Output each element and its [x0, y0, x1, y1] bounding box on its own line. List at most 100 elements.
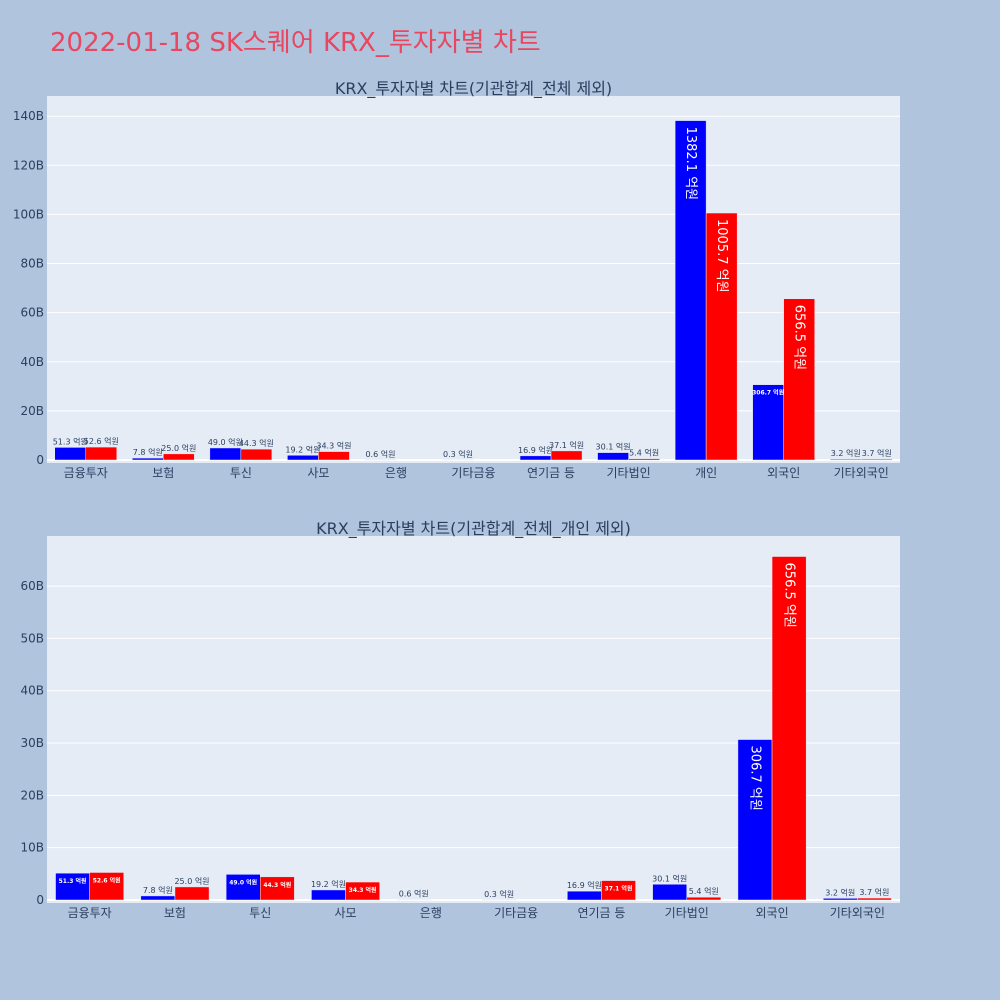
x-tick-label: 외국인	[767, 466, 800, 480]
data-label: 0.3 억원	[484, 889, 514, 899]
x-tick-label: 보험	[164, 906, 186, 920]
red-bar	[860, 458, 893, 461]
y-tick-label: 140B	[13, 109, 44, 123]
x-tick-label: 금융투자	[68, 906, 112, 920]
x-tick-label: 기타금융	[451, 466, 495, 480]
data-label: 1382.1 억원	[683, 127, 698, 201]
data-label: 3.2 억원	[831, 448, 861, 458]
x-tick-label: 기타외국인	[830, 906, 885, 920]
data-label: 51.3 억원	[53, 436, 88, 446]
blue-bar	[737, 739, 773, 901]
data-label: 0.6 억원	[365, 449, 395, 459]
data-label: 0.6 억원	[399, 889, 429, 899]
y-tick-label: 60B	[20, 306, 44, 320]
x-tick-label: 금융투자	[64, 466, 108, 480]
red-bar	[628, 458, 660, 461]
data-label: 7.8 억원	[133, 447, 163, 457]
blue-bar	[652, 884, 688, 901]
x-tick-label: 사모	[307, 466, 329, 480]
data-label: 37.1 억원	[549, 440, 584, 450]
data-label: 34.3 억원	[349, 886, 377, 894]
data-label: 3.2 억원	[825, 887, 855, 897]
x-tick-label: 기타법인	[665, 906, 709, 920]
red-bar	[174, 886, 210, 901]
blue-bar	[140, 895, 176, 901]
red-bar	[318, 451, 350, 461]
x-tick-label: 기타금융	[494, 906, 538, 920]
blue-bar	[752, 384, 784, 461]
data-label: 52.6 억원	[93, 876, 121, 884]
x-tick-label: 투신	[249, 906, 271, 920]
y-tick-label: 40B	[20, 355, 44, 369]
x-tick-label: 기타법인	[607, 466, 651, 480]
y-tick-label: 100B	[13, 207, 44, 221]
red-bar	[260, 876, 295, 901]
data-label: 306.7 억원	[747, 746, 762, 811]
data-label: 52.6 억원	[84, 436, 119, 446]
chart-title: KRX_투자자별 차트(기관합계_전체_개인 제외)	[316, 519, 631, 539]
x-tick-label: 개인	[695, 466, 717, 480]
data-label: 44.3 억원	[263, 881, 291, 889]
red-bar	[85, 446, 118, 461]
data-label: 25.0 억원	[174, 876, 209, 886]
x-tick-label: 보험	[152, 466, 174, 480]
y-tick-label: 10B	[20, 841, 44, 855]
y-tick-label: 80B	[20, 257, 44, 271]
blue-bar	[822, 898, 858, 901]
data-label: 3.7 억원	[862, 448, 892, 458]
red-bar	[771, 556, 807, 901]
chart-1: KRX_투자자별 차트(기관합계_전체 제외) 0 20B 40B 60B 80B 100B…	[13, 79, 900, 480]
y-tick-label: 0	[36, 453, 44, 467]
data-label: 5.4 억원	[629, 448, 659, 458]
data-label: 37.1 억원	[605, 885, 633, 893]
data-label: 7.8 억원	[143, 885, 173, 895]
page-title: 2022-01-18 SK스퀘어 KRX_투자자별 차트	[50, 28, 541, 58]
data-label: 44.3 억원	[239, 438, 274, 448]
y-tick-label: 30B	[20, 736, 44, 750]
data-label: 19.2 억원	[285, 444, 320, 454]
red-bar	[345, 881, 380, 901]
blue-bar	[597, 452, 629, 461]
blue-bar	[225, 874, 261, 901]
red-bar	[686, 896, 722, 901]
red-bar	[601, 880, 636, 901]
data-label: 16.9 억원	[567, 880, 602, 890]
data-label: 656.5 억원	[792, 305, 807, 370]
red-bar	[550, 450, 583, 461]
blue-bar	[829, 458, 862, 461]
blue-bar	[567, 890, 602, 901]
x-tick-label: 은행	[420, 905, 442, 920]
red-bar	[163, 453, 195, 461]
data-label: 656.5 억원	[782, 563, 797, 628]
y-tick-label: 120B	[13, 158, 44, 172]
x-tick-label: 투신	[230, 466, 252, 480]
blue-bar	[519, 455, 552, 461]
y-tick-label: 20B	[20, 404, 44, 418]
data-label: 3.7 억원	[859, 887, 889, 897]
blue-bar	[311, 889, 346, 901]
x-tick-label: 연기금 등	[527, 466, 575, 480]
red-bar	[89, 872, 125, 901]
data-label: 34.3 억원	[316, 441, 351, 451]
data-label: 1005.7 억원	[714, 219, 729, 293]
x-tick-label: 외국인	[755, 906, 788, 920]
data-label: 49.0 억원	[208, 437, 243, 447]
data-label: 30.1 억원	[596, 442, 631, 452]
red-bar	[857, 897, 892, 901]
y-tick-label: 60B	[20, 579, 44, 593]
y-tick-label: 40B	[20, 684, 44, 698]
data-label: 49.0 억원	[229, 878, 257, 886]
chart-title: KRX_투자자별 차트(기관합계_전체 제외)	[335, 79, 612, 99]
red-bar	[705, 212, 738, 461]
x-tick-label: 사모	[335, 906, 357, 920]
red-bar	[783, 298, 815, 461]
data-label: 306.7 억원	[752, 389, 784, 397]
red-bar	[240, 448, 273, 461]
data-label: 51.3 억원	[59, 877, 87, 885]
y-tick-label: 50B	[20, 631, 44, 645]
chart-2: KRX_투자자별 차트(기관합계_전체_개인 제외) 0 10B 20B 30B 40B 5…	[20, 519, 900, 920]
blue-bar	[287, 455, 319, 461]
x-tick-label: 연기금 등	[577, 906, 625, 920]
